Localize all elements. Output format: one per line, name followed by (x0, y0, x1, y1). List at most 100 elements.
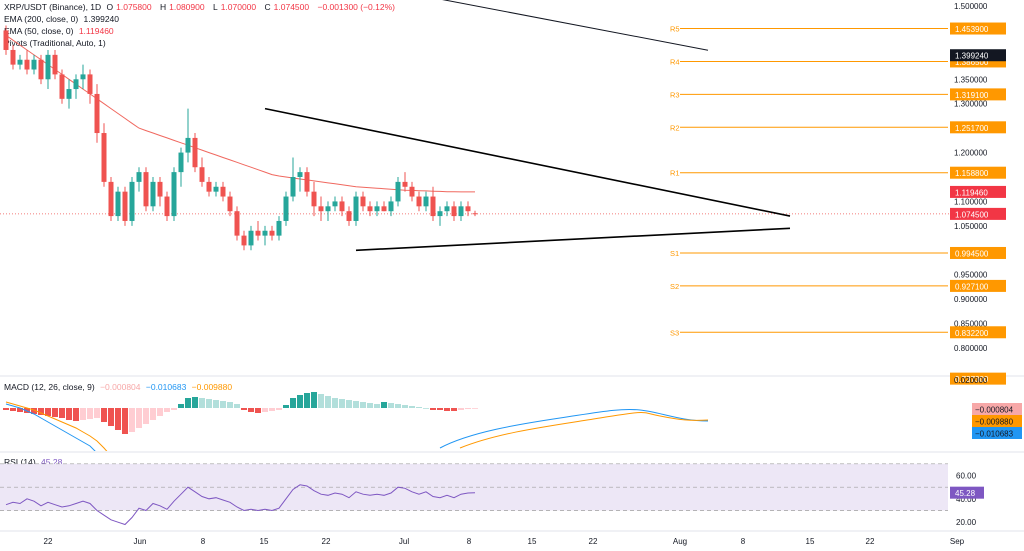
symbol-label: XRP/USDT (Binance), 1D (4, 2, 102, 12)
pivot-price-tag-text: 0.994500 (955, 249, 989, 258)
macd-histogram-bar (17, 408, 23, 412)
candle-body (185, 137, 191, 153)
price-axis-tick: 0.950000 (954, 271, 988, 280)
price-tag (950, 185, 1006, 198)
candle-body (87, 74, 93, 94)
macd-histogram-bar (318, 394, 324, 408)
pivot-price-tag (950, 88, 1006, 101)
macd-lines-group (5, 401, 709, 451)
rsi-axis-tick: 20.00 (956, 518, 977, 527)
legend-macd-row[interactable]: MACD (12, 26, close, 9) −0.000804 −0.010… (4, 381, 235, 393)
open-label: O (106, 2, 114, 12)
time-axis-tick: Jun (134, 537, 147, 546)
candle-body (416, 196, 422, 207)
rsi-value-tag (950, 486, 984, 499)
pivot-label: R5 (670, 25, 680, 34)
pivot-label: S1 (670, 249, 679, 258)
candle-body (31, 59, 37, 70)
pivot-label: S3 (670, 328, 679, 337)
low-value: 1.070000 (220, 2, 257, 12)
macd-histogram-bar (283, 405, 289, 408)
macd-histogram-bar (402, 405, 408, 408)
candle-body (276, 220, 282, 236)
legend-rsi-row[interactable]: RSI (14) 45.28 (4, 456, 65, 468)
macd-histogram-bar (199, 398, 205, 408)
macd-label: MACD (12, 26, close, 9) (4, 382, 95, 392)
macd-histogram-bar (52, 408, 58, 417)
candle-body (381, 206, 387, 212)
macd-histogram-bar (465, 408, 471, 409)
candle-body (45, 54, 51, 80)
pivot-price-tag-text: 0.737300 (955, 375, 989, 384)
macd-histogram-bar (472, 408, 478, 409)
candle-body (24, 59, 30, 70)
candle-body (318, 206, 324, 212)
macd-histogram-bar (269, 408, 275, 411)
pivot-price-tag (950, 166, 1006, 179)
price-tag (950, 49, 1006, 62)
pivot-price-tag (950, 22, 1006, 35)
candle-body (143, 172, 149, 207)
candle-body (262, 230, 268, 236)
macd-histogram-bar (10, 408, 16, 411)
price-axis-tick: 1.100000 (954, 197, 988, 206)
candle-body (220, 186, 226, 197)
pivots-label: Pivots (Traditional, Auto, 1) (4, 38, 106, 48)
macd-histogram-bar (423, 408, 429, 409)
macd-histogram-bar (164, 408, 170, 412)
time-axis-tick: 22 (589, 537, 598, 546)
candle-body (311, 191, 317, 207)
candle-body (451, 206, 457, 217)
candle-body (115, 191, 121, 217)
macd-histogram-bar (171, 408, 177, 410)
macd-histogram-bar (255, 408, 261, 413)
candle-body (73, 79, 79, 90)
rsi-value-legend: 45.28 (41, 457, 63, 467)
macd-histogram-bar (129, 408, 135, 432)
macd-histogram-bar (185, 398, 191, 408)
macd-line (439, 409, 709, 449)
candle-body (465, 206, 471, 212)
candle-body (178, 152, 184, 173)
ema200-value: 1.399240 (83, 14, 119, 24)
rsi-axis-tick: 40.00 (956, 495, 977, 504)
candle-body (290, 177, 296, 197)
time-axis-tick: 15 (528, 537, 537, 546)
candle-body (80, 74, 86, 80)
pivot-price-tag-text: 1.251700 (955, 124, 989, 133)
candle-body (101, 133, 107, 182)
time-axis-tick: 22 (44, 537, 53, 546)
pivot-label: R2 (670, 123, 680, 132)
legend-ema50-row[interactable]: EMA (50, close, 0) 1.119460 (4, 25, 117, 37)
legend-pivots-row[interactable]: Pivots (Traditional, Auto, 1) (4, 37, 109, 49)
pivot-label: R3 (670, 90, 680, 99)
macd-value-tag (972, 427, 1022, 439)
candle-body (234, 211, 240, 236)
macd-histogram-bar (297, 395, 303, 408)
candle-body (129, 181, 135, 221)
candle-body (269, 230, 275, 236)
macd-histogram-bar (136, 408, 142, 428)
macd-histogram-bar (360, 402, 366, 408)
pivot-price-tag-text: 0.927100 (955, 282, 989, 291)
time-axis-tick: Sep (950, 537, 965, 546)
pivot-price-tag (950, 372, 1006, 385)
price-axis-tick: 0.800000 (954, 344, 988, 353)
time-axis-tick: Aug (673, 537, 687, 546)
time-axis-tick: 22 (866, 537, 875, 546)
macd-histogram-bar (101, 408, 107, 422)
macd-histogram-bar (115, 408, 121, 430)
candle-body (52, 54, 58, 75)
candle-body (395, 181, 401, 202)
macd-histogram-bar (108, 408, 114, 426)
macd-signal-line (5, 401, 108, 451)
pivot-price-tag-text: 1.453900 (955, 25, 989, 34)
candle-body (374, 206, 380, 212)
legend-ema200-row[interactable]: EMA (200, close, 0) 1.399240 (4, 13, 122, 25)
price-tag-text: 1.074500 (955, 210, 989, 219)
pivot-price-tag (950, 246, 1006, 259)
macd-histogram-bar (73, 408, 79, 421)
price-axis-tick: 1.350000 (954, 75, 988, 84)
candle-body (283, 196, 289, 221)
